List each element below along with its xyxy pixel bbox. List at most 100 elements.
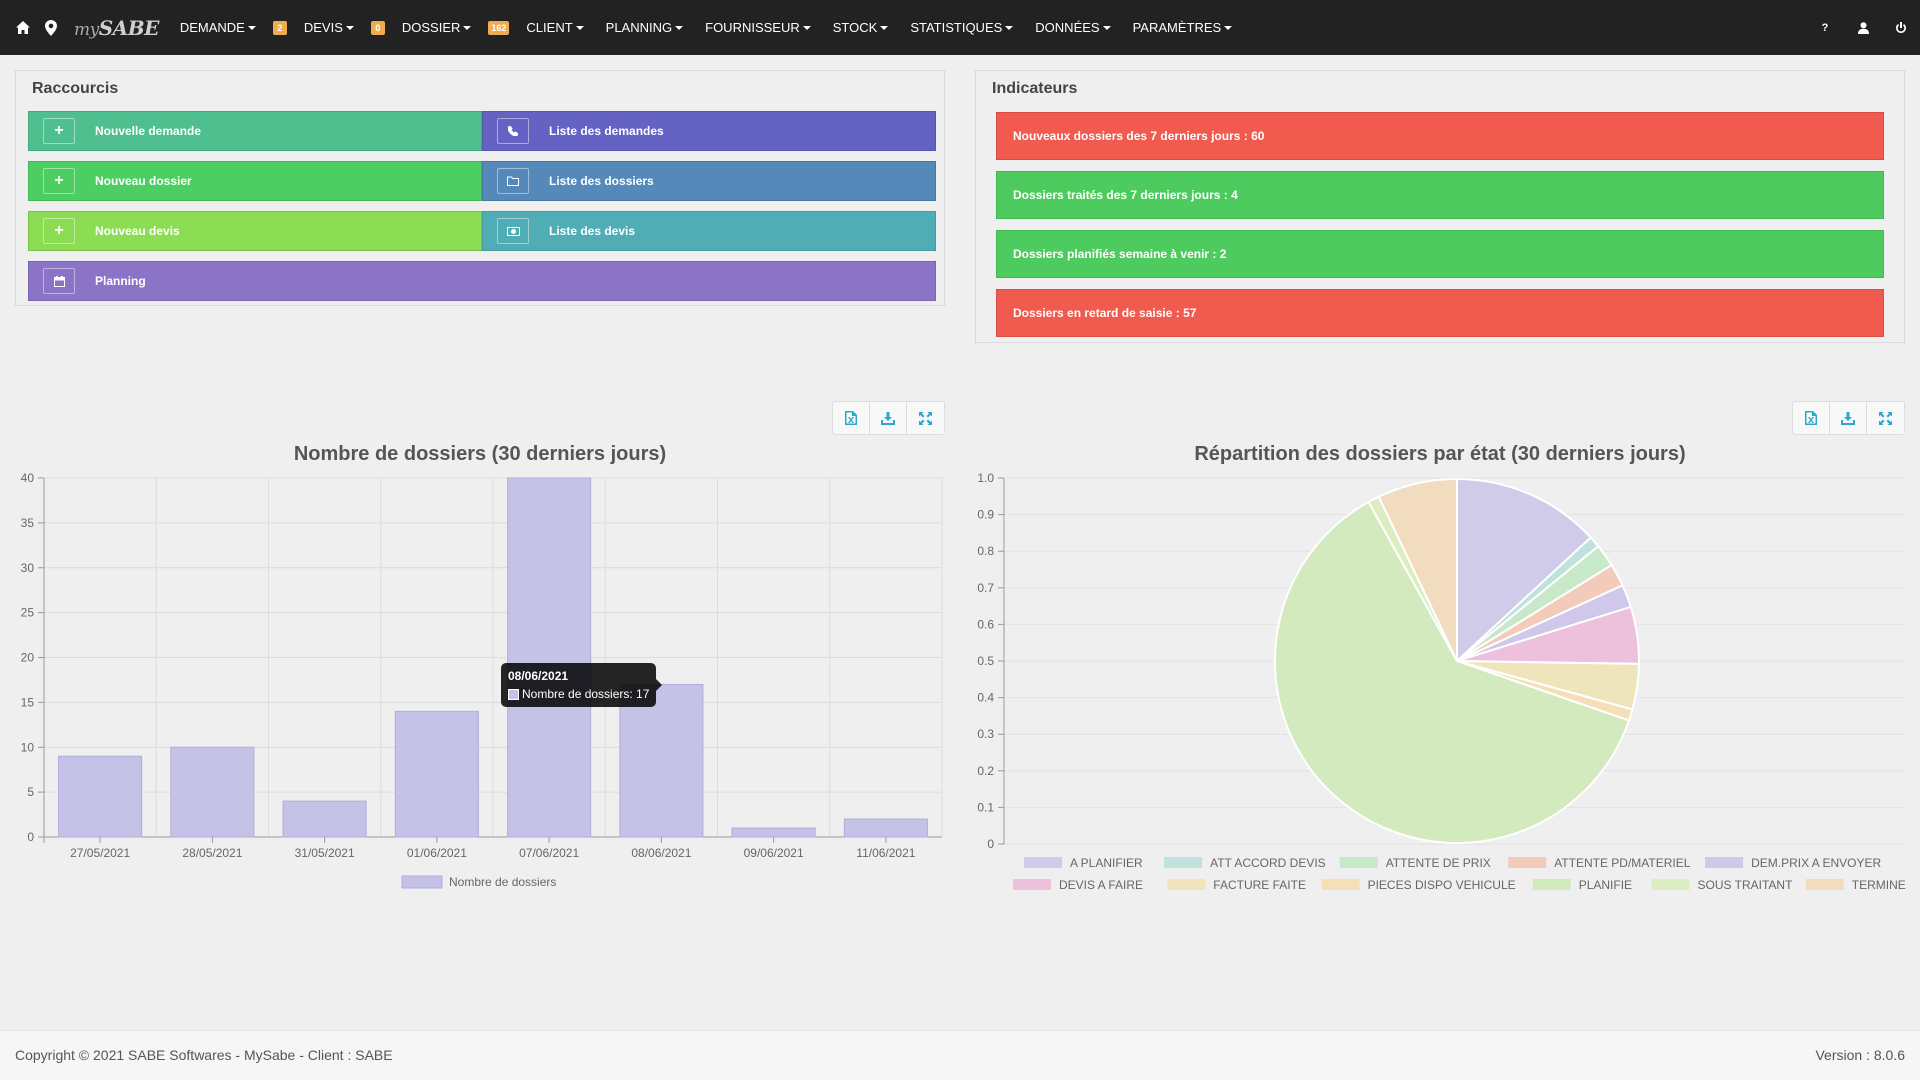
bar[interactable]	[843, 818, 928, 838]
help-icon[interactable]: ?	[1821, 21, 1829, 34]
bar[interactable]	[58, 755, 143, 838]
count-badge: 162	[488, 20, 510, 35]
legend-swatch	[1321, 879, 1360, 890]
menu-fournisseur[interactable]: FOURNISSEUR	[694, 0, 822, 55]
nouveau-dossier-button[interactable]: + Nouveau dossier	[28, 161, 482, 201]
bar-chart: 0 5 10 15 20 25 30 35 40 27/05/2021 28/05/2021 31/0…	[21, 471, 943, 889]
fullscreen-icon[interactable]	[1867, 402, 1904, 434]
indicator-processed-files[interactable]: Dossiers traités des 7 derniers jours : …	[996, 171, 1884, 219]
indicator-planned-files[interactable]: Dossiers planifiés semaine à venir : 2	[996, 230, 1884, 278]
nouveau-devis-button[interactable]: + Nouveau devis	[28, 211, 482, 251]
y-tick-label: 0.3	[977, 727, 994, 741]
legend-label[interactable]: TERMINE	[1852, 878, 1906, 892]
plus-icon: +	[43, 218, 75, 244]
map-marker-icon[interactable]	[40, 0, 62, 55]
menu-label: STOCK	[832, 20, 878, 35]
indicator-late-files[interactable]: Dossiers en retard de saisie : 57	[996, 289, 1884, 337]
legend-swatch	[1651, 879, 1690, 890]
shortcuts-panel: Raccourcis + Nouvelle demande Liste des …	[15, 70, 945, 306]
fullscreen-icon[interactable]	[907, 402, 944, 434]
bar[interactable]	[507, 477, 592, 838]
legend-label[interactable]: FACTURE FAITE	[1213, 878, 1306, 892]
export-excel-icon[interactable]	[1793, 402, 1830, 434]
power-icon[interactable]	[1882, 0, 1920, 55]
indicator-label: Dossiers en retard de saisie : 57	[1013, 306, 1197, 320]
caret-down-icon	[575, 25, 584, 30]
download-icon[interactable]	[1830, 402, 1867, 434]
export-excel-icon[interactable]	[833, 402, 870, 434]
folder-icon	[497, 168, 529, 194]
menu-statistiques[interactable]: STATISTIQUES	[899, 0, 1024, 55]
bar[interactable]	[619, 683, 704, 838]
shortcut-label: Nouveau devis	[95, 224, 180, 238]
phone-icon	[497, 118, 529, 144]
y-tick-label: 30	[21, 561, 35, 575]
menu-donnees[interactable]: DONNÉES	[1024, 0, 1121, 55]
y-tick-label: 25	[21, 606, 35, 620]
legend-label[interactable]: SOUS TRAITANT	[1698, 878, 1794, 892]
legend-label[interactable]: PLANIFIE	[1579, 878, 1632, 892]
menu-dossier[interactable]: DOSSIER	[391, 0, 483, 55]
legend-label[interactable]: PIECES DISPO VEHICULE	[1368, 878, 1516, 892]
app-logo[interactable]: mySABE	[74, 16, 159, 40]
indicator-label: Dossiers traités des 7 derniers jours : …	[1013, 188, 1238, 202]
legend-label[interactable]: ATTENTE DE PRIX	[1386, 856, 1491, 870]
version-text: Version : 8.0.6	[1815, 1047, 1905, 1063]
menu-label: DEMANDE	[179, 20, 245, 35]
legend-swatch	[1024, 857, 1062, 868]
download-icon[interactable]	[870, 402, 907, 434]
menu-parametres[interactable]: PARAMÈTRES	[1122, 0, 1244, 55]
caret-down-icon	[463, 25, 472, 30]
y-tick-label: 0.2	[977, 764, 994, 778]
logo-main: SABE	[98, 15, 160, 40]
menu-devis[interactable]: DEVIS	[293, 0, 365, 55]
shortcut-label: Liste des demandes	[549, 124, 664, 138]
legend-label[interactable]: DEVIS A FAIRE	[1059, 878, 1143, 892]
y-tick-label: 0.4	[977, 691, 994, 705]
legend-swatch	[1164, 857, 1203, 868]
navbar-right: ?	[1806, 0, 1920, 55]
pie-slice[interactable]	[1274, 500, 1631, 844]
caret-down-icon	[345, 25, 354, 30]
caret-down-icon	[880, 25, 889, 30]
indicator-new-files[interactable]: Nouveaux dossiers des 7 derniers jours :…	[996, 112, 1884, 160]
legend-label[interactable]: A PLANIFIER	[1070, 856, 1143, 870]
user-icon[interactable]	[1844, 0, 1882, 55]
pie-slice[interactable]	[1377, 477, 1458, 662]
menu-planning[interactable]: PLANNING	[595, 0, 694, 55]
legend-label[interactable]: ATTENTE PD/MATERIEL	[1554, 856, 1691, 870]
liste-devis-button[interactable]: Liste des devis	[482, 211, 936, 251]
bar[interactable]	[394, 710, 479, 838]
planning-button[interactable]: Planning	[28, 261, 936, 301]
home-icon[interactable]	[12, 0, 34, 55]
x-tick-label: 09/06/2021	[744, 846, 804, 860]
menu-label: DEVIS	[303, 20, 343, 35]
y-tick-label: 10	[21, 740, 35, 754]
bar[interactable]	[282, 800, 367, 838]
footer: Copyright © 2021 SABE Softwares - MySabe…	[0, 1030, 1920, 1080]
tooltip-label: Nombre de dossiers: 17	[522, 687, 650, 701]
nouvelle-demande-button[interactable]: + Nouvelle demande	[28, 111, 482, 151]
menu-demande[interactable]: DEMANDE	[169, 0, 267, 55]
legend-swatch	[1339, 857, 1378, 868]
legend-label[interactable]: DEM.PRIX A ENVOYER	[1751, 856, 1881, 870]
y-tick-label: 35	[21, 516, 35, 530]
menu-label: DOSSIER	[401, 20, 461, 35]
menu-client[interactable]: CLIENT	[515, 0, 594, 55]
bar[interactable]	[170, 746, 255, 838]
menu-stock[interactable]: STOCK	[822, 0, 900, 55]
caret-down-icon	[802, 25, 811, 30]
bar-chart-toolbar	[832, 401, 945, 435]
legend-swatch	[1805, 879, 1844, 890]
liste-dossiers-button[interactable]: Liste des dossiers	[482, 161, 936, 201]
tooltip-title: 08/06/2021	[508, 669, 569, 683]
legend-label[interactable]: ATT ACCORD DEVIS	[1210, 856, 1326, 870]
liste-demandes-button[interactable]: Liste des demandes	[482, 111, 936, 151]
pie-slice[interactable]	[1456, 477, 1593, 664]
menu-label: PARAMÈTRES	[1132, 20, 1222, 35]
legend-label[interactable]: Nombre de dossiers	[449, 875, 556, 889]
count-badge: 2	[272, 20, 287, 35]
y-tick-label: 20	[21, 651, 35, 665]
caret-down-icon	[247, 25, 256, 30]
bar[interactable]	[731, 827, 816, 838]
